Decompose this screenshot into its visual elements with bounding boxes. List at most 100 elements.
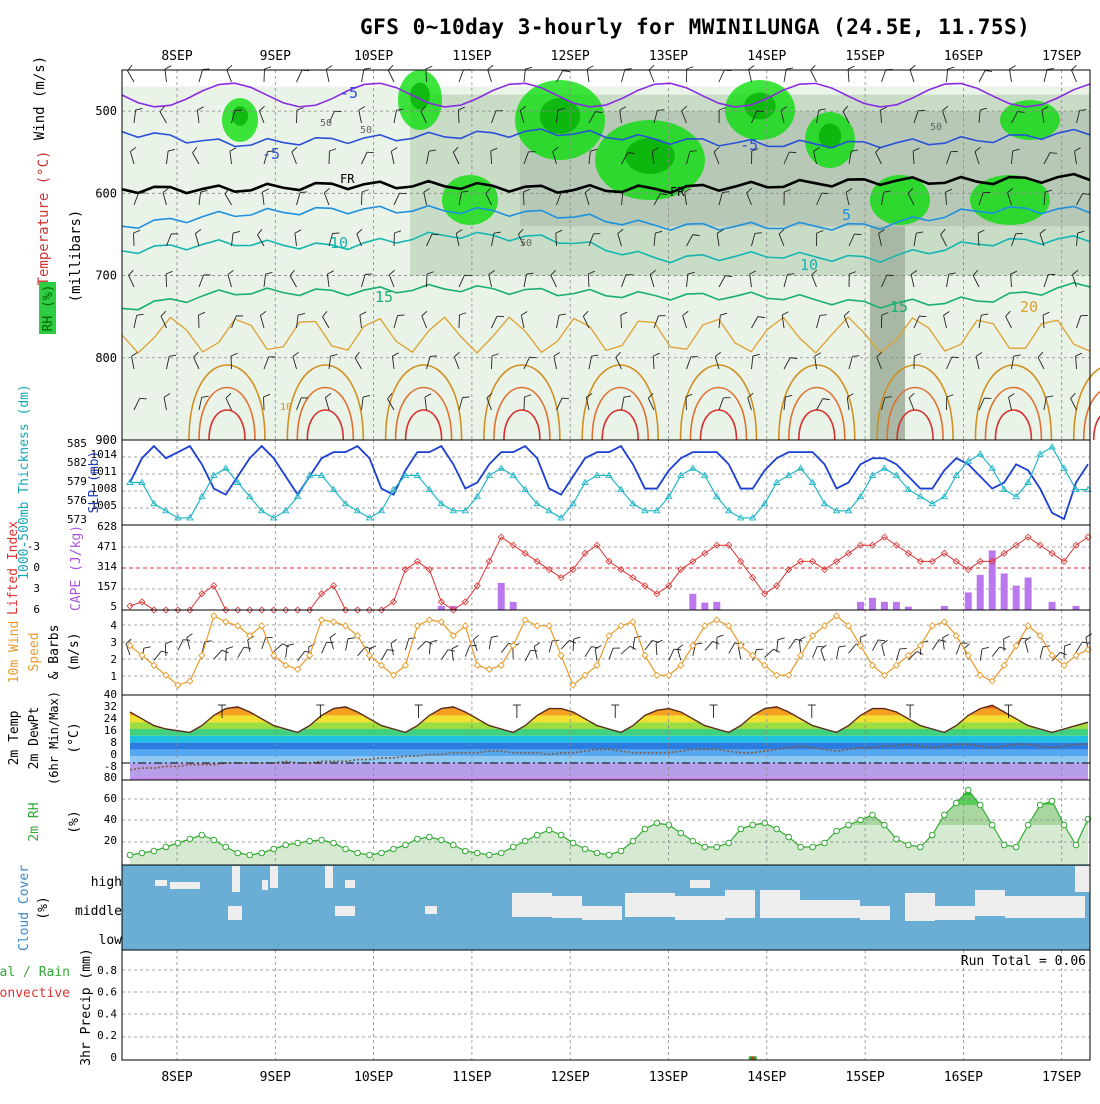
rh-marker: [127, 852, 133, 858]
cloud-level-low: low: [99, 933, 123, 948]
wind-barb-flag: [497, 316, 504, 317]
wind-barb-flag: [183, 640, 190, 641]
rh-marker: [283, 842, 289, 848]
cloud-clear: [760, 890, 800, 918]
rh-marker: [918, 844, 924, 850]
date-label-bottom: 12SEP: [551, 1070, 590, 1085]
rh-marker: [989, 822, 995, 828]
temp-band: [122, 756, 1090, 763]
label-2m-dewpt: 2m DewPt: [27, 707, 42, 770]
rh-marker: [427, 834, 433, 840]
date-label-top: 12SEP: [551, 49, 590, 64]
label-10m-wind: 10m Wind: [7, 621, 22, 684]
rh-marker: [415, 836, 421, 842]
wind-barb-flag: [464, 275, 471, 276]
pressure-tick: 900: [95, 433, 117, 447]
rh-marker: [235, 850, 241, 856]
cape-bar: [701, 603, 708, 610]
cape-bar: [1073, 606, 1080, 610]
rh-marker: [534, 832, 540, 838]
cloud-clear: [935, 906, 975, 920]
cloud-clear: [228, 906, 242, 920]
rh-marker: [786, 834, 792, 840]
date-label-bottom: 16SEP: [944, 1070, 983, 1085]
contour-label: 10: [280, 402, 292, 413]
rh-marker: [738, 826, 744, 832]
rh-tick: 80: [104, 771, 117, 784]
date-label-bottom: 8SEP: [161, 1070, 192, 1085]
rh-marker: [355, 850, 361, 856]
cloud-clear: [800, 900, 860, 918]
rh-marker: [798, 844, 804, 850]
label-rh: RH (%): [41, 285, 56, 332]
cape-bar: [1013, 586, 1020, 610]
date-label-top: 13SEP: [649, 49, 688, 64]
rh-marker: [774, 826, 780, 832]
run-total: Run Total = 0.06: [961, 954, 1086, 969]
cloud-clear: [270, 866, 278, 888]
cape-bar: [857, 602, 864, 610]
contour-label: -5: [262, 145, 280, 163]
label-2m-rh: 2m RH: [27, 802, 42, 841]
rh-marker: [942, 812, 948, 818]
precip-tick: 0.8: [97, 964, 117, 977]
rh-marker: [379, 850, 385, 856]
rh-marker: [1037, 802, 1043, 808]
precip-tick: 0.4: [97, 1007, 117, 1020]
rh-marker: [391, 846, 397, 852]
rh-marker: [953, 800, 959, 806]
cloud-clear: [1075, 866, 1090, 892]
rh-marker: [295, 840, 301, 846]
cloud-clear: [975, 890, 1005, 916]
rh-marker: [403, 842, 409, 848]
thickness-tick: 582: [67, 456, 87, 469]
rh-marker: [606, 852, 612, 858]
wind-barb-flag: [398, 315, 405, 316]
label-precip: 3hr Precip (mm): [79, 948, 94, 1065]
wind-tick: 2: [110, 653, 117, 666]
pressure-tick: 600: [95, 186, 117, 200]
rh-marker: [678, 830, 684, 836]
rh-max-blob: [232, 106, 248, 126]
contour-label: 20: [1020, 298, 1038, 316]
label-rh-units: (%): [67, 810, 82, 833]
rh-tick: 60: [104, 792, 117, 805]
rh-marker: [810, 844, 816, 850]
wind-tick: 3: [110, 636, 117, 649]
pressure-tick: 800: [95, 351, 117, 365]
temp-band: [122, 749, 1090, 756]
cloud-clear: [860, 906, 890, 920]
cape-tick: 314: [97, 560, 117, 573]
contour-label: 50: [930, 122, 942, 133]
rh-marker: [894, 836, 900, 842]
rh-marker: [451, 842, 457, 848]
wind-barb-flag: [300, 192, 307, 193]
cloud-clear: [1005, 896, 1085, 918]
rh-marker: [1049, 798, 1055, 804]
precip-conv-bar: [751, 1056, 754, 1060]
rh-marker: [463, 848, 469, 854]
cape-bar: [977, 575, 984, 610]
cape-bar: [893, 602, 900, 610]
wind-tick: 1: [110, 670, 117, 683]
li-tick: 6: [33, 603, 40, 616]
rh-marker: [642, 826, 648, 832]
rh-marker: [594, 850, 600, 856]
cape-bar: [869, 598, 876, 610]
cloud-level-high: high: [91, 875, 122, 890]
contour-label: 50: [320, 118, 332, 129]
rh-high-blob: [442, 175, 498, 225]
rh-marker: [439, 837, 445, 843]
contour-label: 10: [330, 234, 348, 252]
rh-marker: [546, 827, 552, 833]
cape-bar: [881, 606, 888, 610]
cloud-level-middle: middle: [75, 904, 122, 919]
rh-marker: [618, 848, 624, 854]
wind-barb-flag: [235, 110, 242, 111]
cloud-clear: [155, 880, 167, 886]
rh-marker: [259, 850, 265, 856]
wind-barb-flag: [1021, 638, 1028, 639]
wind-barb-flag: [140, 398, 147, 399]
